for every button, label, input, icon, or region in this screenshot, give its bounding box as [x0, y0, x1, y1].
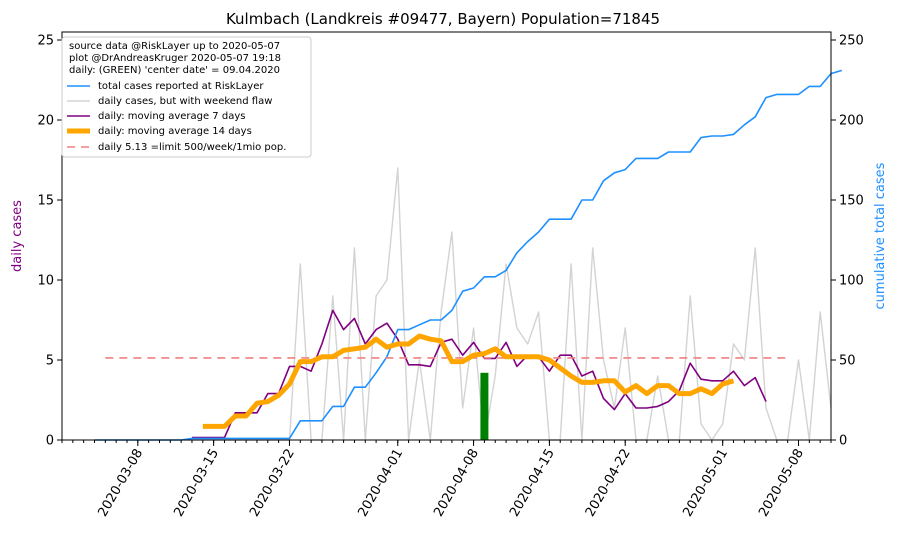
y-axis-right-label: cumulative total cases [873, 162, 888, 309]
y-axis-left-label: daily cases [10, 200, 25, 272]
center-date-bar [480, 372, 489, 440]
x-tick-label: 2020-03-15 [171, 447, 222, 520]
y-right-tick-label: 150 [839, 194, 864, 209]
y-right-tick-label: 100 [839, 274, 864, 289]
legend-entry-ma14: daily: moving average 14 days [98, 126, 252, 137]
y-right-tick-label: 250 [839, 34, 864, 49]
y-right-tick-label: 0 [839, 434, 847, 449]
series-line-0 [94, 69, 843, 441]
y-left-tick-label: 20 [37, 114, 54, 129]
y-left-tick-label: 25 [37, 34, 54, 49]
y-left-tick-label: 5 [46, 354, 54, 369]
plot-frame [61, 31, 832, 441]
x-tick-label: 2020-05-08 [756, 447, 807, 520]
legend-header-3: daily: (GREEN) 'center date' = 09.04.202… [69, 65, 280, 76]
y-left-tick-label: 0 [46, 434, 54, 449]
y-left-tick-label: 10 [37, 274, 54, 289]
legend: source data @RiskLayer up to 2020-05-07 … [61, 36, 312, 158]
x-tick-label: 2020-03-22 [247, 447, 298, 520]
series-line-1 [94, 167, 832, 441]
legend-entry-daily: daily cases, but with weekend flaw [98, 96, 272, 107]
x-tick-label: 2020-05-01 [680, 447, 731, 520]
legend-entry-total: total cases reported at RiskLayer [98, 81, 264, 92]
legend-entry-ma7: daily: moving average 7 days [98, 111, 245, 122]
chart-title: Kulmbach (Landkreis #09477, Bayern) Popu… [226, 10, 660, 28]
legend-header-1: source data @RiskLayer up to 2020-05-07 [69, 41, 280, 52]
legend-entry-limit: daily 5.13 =limit 500/week/1mio pop. [98, 142, 286, 153]
y-right-tick-label: 200 [839, 114, 864, 129]
series-line-3 [202, 333, 735, 429]
x-tick-label: 2020-04-22 [583, 447, 634, 520]
y-left-tick-label: 15 [37, 194, 54, 209]
x-tick-label: 2020-04-15 [507, 447, 558, 520]
x-tick-label: 2020-03-08 [96, 447, 147, 520]
legend-box [61, 36, 312, 158]
plot-area [94, 69, 843, 441]
y-right-tick-label: 50 [839, 354, 856, 369]
series-line-2 [192, 309, 767, 439]
x-tick-label: 2020-04-01 [355, 447, 406, 520]
x-tick-label: 2020-04-08 [431, 447, 482, 520]
legend-header-2: plot @DrAndreasKruger 2020-05-07 19:18 [69, 53, 281, 64]
